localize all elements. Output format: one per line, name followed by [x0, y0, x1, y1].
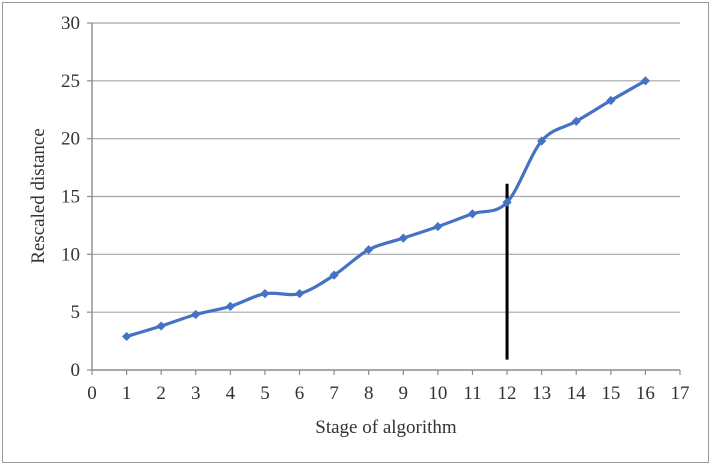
data-point-marker	[156, 321, 166, 331]
x-tick-label: 7	[329, 383, 339, 404]
x-tick-label: 2	[156, 383, 166, 404]
x-tick-label: 10	[428, 383, 447, 404]
gridlines	[92, 22, 680, 313]
y-tick-label: 20	[61, 129, 80, 150]
tick-marks	[87, 22, 681, 375]
data-point-marker	[294, 289, 305, 299]
data-point-marker	[537, 136, 547, 146]
x-tick-label: 12	[498, 383, 517, 404]
x-tick-label: 8	[364, 383, 374, 404]
data-series	[121, 76, 651, 342]
y-tick-label: 15	[61, 187, 80, 208]
x-tick-label: 9	[399, 383, 409, 404]
data-point-marker	[433, 221, 443, 232]
x-tick-label: 13	[532, 383, 551, 404]
x-tick-label: 6	[295, 383, 305, 404]
y-tick-label: 25	[61, 71, 80, 92]
y-tick-labels: 0 5 10 15 20 25 30	[61, 13, 80, 381]
series-line	[124, 79, 647, 339]
x-axis-title: Stage of algorithm	[315, 417, 457, 438]
x-tick-label: 11	[463, 383, 481, 404]
y-axis-title: Rescaled distance	[28, 128, 49, 264]
x-tick-label: 1	[122, 383, 132, 404]
data-point-marker	[398, 233, 408, 243]
data-point-marker	[329, 270, 339, 280]
x-tick-label: 0	[87, 383, 97, 404]
x-tick-label: 16	[636, 383, 655, 404]
data-point-marker	[121, 331, 132, 342]
data-point-marker	[260, 289, 270, 299]
x-tick-labels: 0 1 2 3 4 5 6 7 8 9 10 11 12 13 14 15 16 17	[87, 383, 689, 404]
x-tick-label: 5	[260, 383, 270, 404]
y-tick-label: 0	[71, 360, 81, 381]
x-tick-label: 14	[567, 383, 587, 404]
data-point-marker	[571, 116, 581, 126]
y-tick-label: 30	[61, 13, 80, 34]
data-point-marker	[364, 245, 374, 255]
x-tick-label: 4	[226, 383, 236, 404]
data-point-marker	[640, 76, 651, 86]
y-tick-label: 5	[71, 302, 81, 323]
data-point-marker	[606, 95, 616, 106]
data-point-marker	[225, 301, 235, 311]
x-tick-label: 3	[191, 383, 201, 404]
x-tick-label: 15	[601, 383, 620, 404]
data-point-marker	[467, 209, 478, 219]
x-tick-label: 17	[671, 383, 690, 404]
y-tick-label: 10	[61, 244, 80, 265]
data-point-marker	[191, 309, 201, 320]
data-point-marker	[502, 197, 512, 207]
